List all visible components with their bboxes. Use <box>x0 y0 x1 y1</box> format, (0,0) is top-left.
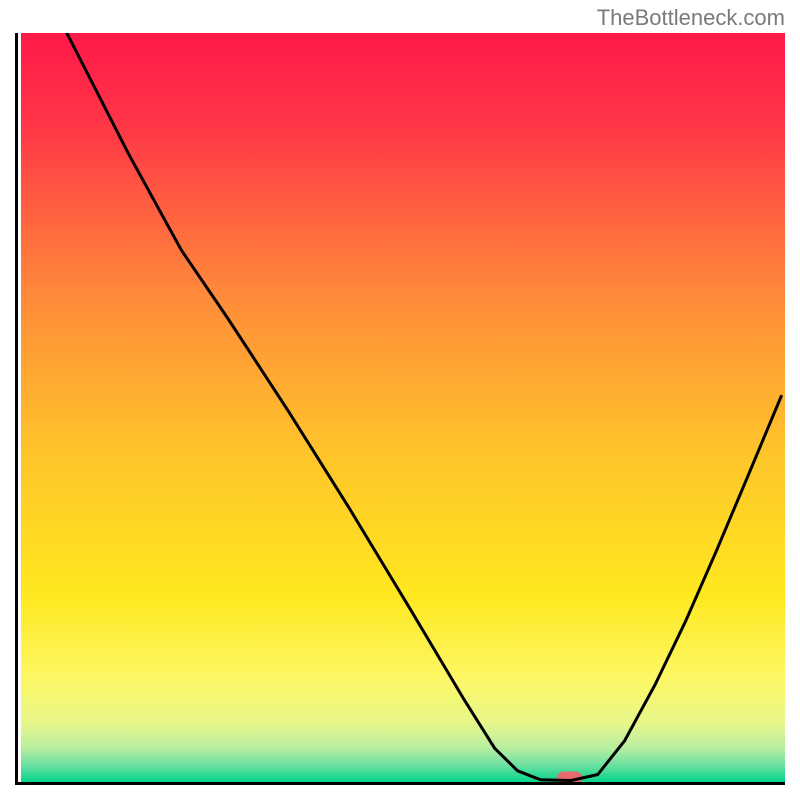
curve-path <box>67 33 781 781</box>
watermark-text: TheBottleneck.com <box>597 5 785 31</box>
chart-container: TheBottleneck.com <box>0 0 800 800</box>
bottleneck-curve <box>21 33 785 782</box>
plot-area <box>15 33 785 785</box>
